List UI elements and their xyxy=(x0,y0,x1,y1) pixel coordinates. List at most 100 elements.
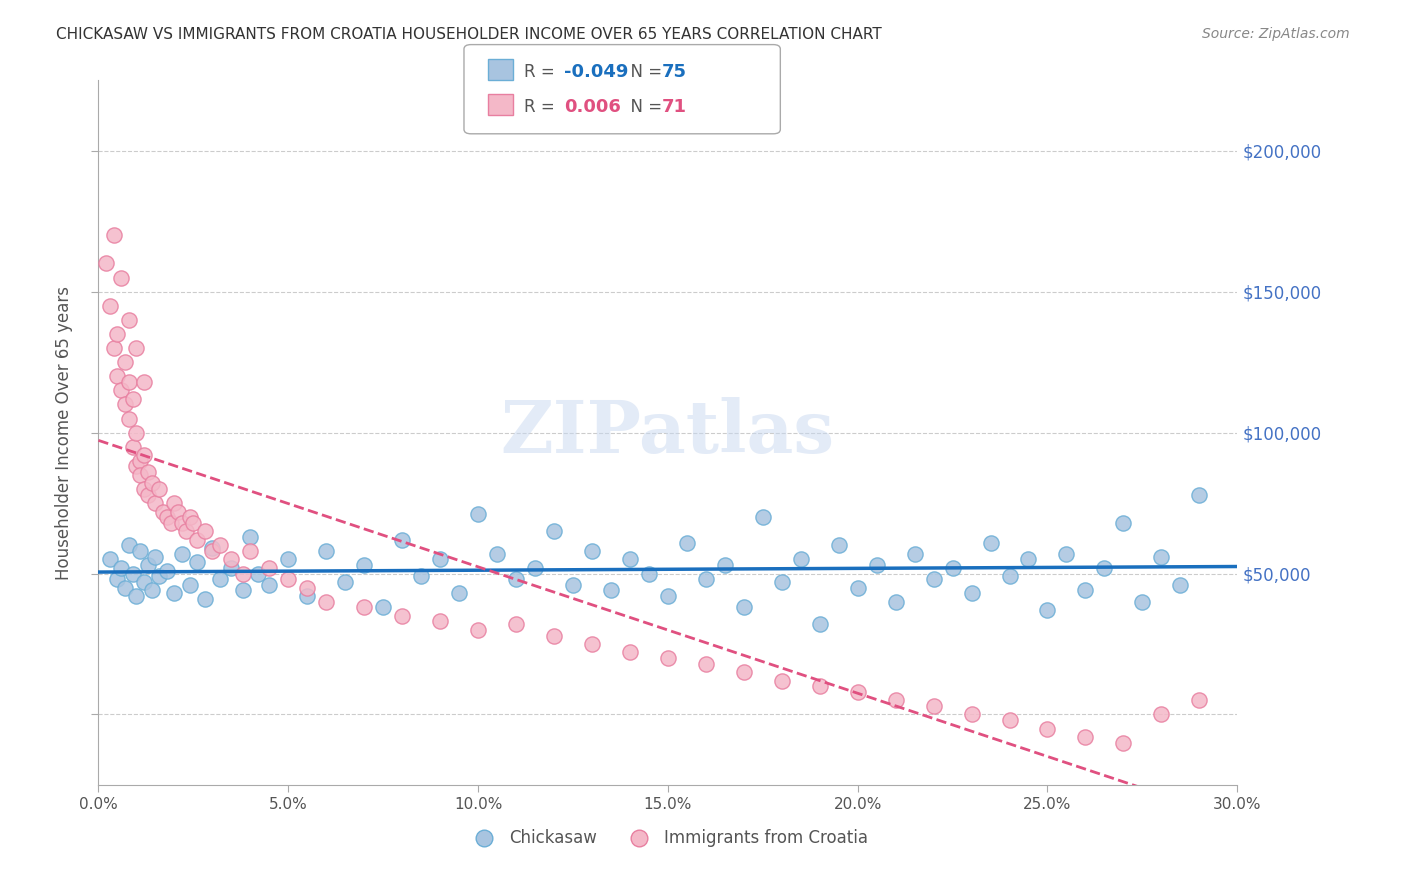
Immigrants from Croatia xyxy=(297,581,319,595)
Text: N =: N = xyxy=(620,98,668,116)
Chickasaw xyxy=(770,574,793,589)
Immigrants from Croatia xyxy=(581,637,603,651)
Chickasaw xyxy=(148,569,170,583)
Chickasaw xyxy=(98,552,121,566)
Immigrants from Croatia xyxy=(922,699,945,714)
Text: 71: 71 xyxy=(662,98,688,116)
Chickasaw xyxy=(884,595,907,609)
Chickasaw xyxy=(486,547,509,561)
Chickasaw xyxy=(371,600,394,615)
Immigrants from Croatia xyxy=(174,524,197,539)
Immigrants from Croatia xyxy=(136,488,159,502)
Chickasaw xyxy=(543,524,565,539)
Immigrants from Croatia xyxy=(148,482,170,496)
Immigrants from Croatia xyxy=(179,510,201,524)
Immigrants from Croatia xyxy=(353,600,375,615)
Chickasaw xyxy=(942,561,965,575)
Immigrants from Croatia xyxy=(619,645,641,659)
Chickasaw xyxy=(1112,516,1135,530)
Immigrants from Croatia xyxy=(259,561,281,575)
Chickasaw xyxy=(208,572,231,586)
Chickasaw xyxy=(107,572,129,586)
Chickasaw xyxy=(129,544,152,558)
Immigrants from Croatia xyxy=(1150,707,1173,722)
Chickasaw xyxy=(132,574,155,589)
Chickasaw xyxy=(259,578,281,592)
Chickasaw xyxy=(232,583,254,598)
Immigrants from Croatia xyxy=(201,544,224,558)
Text: R =: R = xyxy=(524,98,561,116)
Immigrants from Croatia xyxy=(1112,736,1135,750)
Immigrants from Croatia xyxy=(770,673,793,688)
Immigrants from Croatia xyxy=(132,482,155,496)
Chickasaw xyxy=(828,538,851,552)
Chickasaw xyxy=(600,583,623,598)
Immigrants from Croatia xyxy=(125,459,148,474)
Chickasaw xyxy=(110,561,132,575)
Immigrants from Croatia xyxy=(170,516,193,530)
Chickasaw xyxy=(1074,583,1097,598)
Chickasaw xyxy=(141,583,163,598)
Chickasaw xyxy=(1054,547,1078,561)
Immigrants from Croatia xyxy=(221,552,243,566)
Immigrants from Croatia xyxy=(1036,722,1059,736)
Immigrants from Croatia xyxy=(186,533,208,547)
Chickasaw xyxy=(163,586,186,600)
Immigrants from Croatia xyxy=(110,384,132,398)
Immigrants from Croatia xyxy=(429,615,451,629)
Chickasaw xyxy=(505,572,527,586)
Immigrants from Croatia xyxy=(103,341,125,355)
Immigrants from Croatia xyxy=(543,629,565,643)
Chickasaw xyxy=(619,552,641,566)
Immigrants from Croatia xyxy=(315,595,337,609)
Chickasaw xyxy=(904,547,927,561)
Chickasaw xyxy=(1036,603,1059,617)
Immigrants from Croatia xyxy=(733,665,755,680)
Immigrants from Croatia xyxy=(118,375,141,389)
Immigrants from Croatia xyxy=(183,516,205,530)
Chickasaw xyxy=(581,544,603,558)
Chickasaw xyxy=(695,572,717,586)
Immigrants from Croatia xyxy=(132,448,155,462)
Immigrants from Croatia xyxy=(118,313,141,327)
Chickasaw xyxy=(676,535,699,549)
Chickasaw xyxy=(922,572,945,586)
Chickasaw xyxy=(246,566,269,581)
Chickasaw xyxy=(114,581,136,595)
Immigrants from Croatia xyxy=(129,454,152,468)
Immigrants from Croatia xyxy=(194,524,217,539)
Chickasaw xyxy=(714,558,737,573)
Chickasaw xyxy=(170,547,193,561)
Immigrants from Croatia xyxy=(167,504,190,518)
Immigrants from Croatia xyxy=(94,256,117,270)
Chickasaw xyxy=(733,600,755,615)
Chickasaw xyxy=(866,558,889,573)
Chickasaw xyxy=(960,586,983,600)
Chickasaw xyxy=(1170,578,1192,592)
Chickasaw xyxy=(145,549,167,564)
Immigrants from Croatia xyxy=(960,707,983,722)
Text: Source: ZipAtlas.com: Source: ZipAtlas.com xyxy=(1202,27,1350,41)
Immigrants from Croatia xyxy=(391,608,413,623)
Immigrants from Croatia xyxy=(107,326,129,341)
Immigrants from Croatia xyxy=(129,467,152,482)
Text: 75: 75 xyxy=(662,62,688,80)
Text: 0.006: 0.006 xyxy=(564,98,620,116)
Chickasaw xyxy=(221,561,243,575)
Chickasaw xyxy=(121,566,143,581)
Chickasaw xyxy=(136,558,159,573)
Chickasaw xyxy=(979,535,1001,549)
Chickasaw xyxy=(1094,561,1116,575)
Text: -0.049: -0.049 xyxy=(564,62,628,80)
Immigrants from Croatia xyxy=(505,617,527,632)
Chickasaw xyxy=(201,541,224,556)
Immigrants from Croatia xyxy=(657,651,679,665)
Immigrants from Croatia xyxy=(884,693,907,707)
Chickasaw xyxy=(752,510,775,524)
Immigrants from Croatia xyxy=(156,510,179,524)
Immigrants from Croatia xyxy=(1188,693,1211,707)
Immigrants from Croatia xyxy=(846,685,869,699)
Immigrants from Croatia xyxy=(98,299,121,313)
Immigrants from Croatia xyxy=(277,572,299,586)
Chickasaw xyxy=(467,508,489,522)
